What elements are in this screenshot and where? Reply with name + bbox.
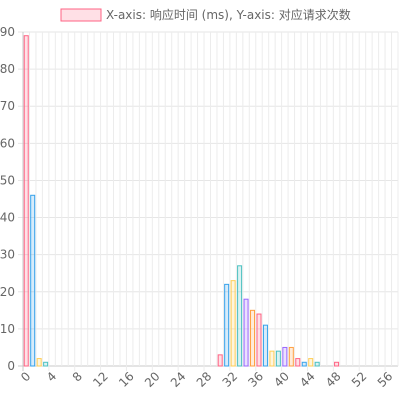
x-tick-label: 36 xyxy=(245,369,266,390)
legend[interactable]: X-axis: 响应时间 (ms), Y-axis: 对应请求次数 xyxy=(60,7,351,22)
bar[interactable] xyxy=(314,361,320,367)
bar[interactable] xyxy=(217,354,223,367)
y-tick-label: 60 xyxy=(0,136,15,150)
bars xyxy=(23,35,340,367)
bar[interactable] xyxy=(36,358,42,367)
x-tick-label: 24 xyxy=(168,369,189,390)
bar[interactable] xyxy=(256,313,262,367)
y-tick-label: 40 xyxy=(0,211,15,225)
bar[interactable] xyxy=(301,361,307,367)
legend-swatch[interactable] xyxy=(60,8,102,22)
bar[interactable] xyxy=(334,361,340,367)
bar[interactable] xyxy=(269,350,275,367)
x-tick-label: 16 xyxy=(116,369,137,390)
bar[interactable] xyxy=(250,309,256,367)
bar[interactable] xyxy=(262,324,268,367)
y-tick-label: 70 xyxy=(0,99,15,113)
bar[interactable] xyxy=(243,298,249,367)
bar[interactable] xyxy=(282,346,288,367)
bar[interactable] xyxy=(288,346,294,367)
bar[interactable] xyxy=(224,283,230,367)
y-tick-label: 20 xyxy=(0,285,15,299)
x-tick-label: 12 xyxy=(90,369,111,390)
x-tick-label: 48 xyxy=(323,369,344,390)
bar[interactable] xyxy=(23,35,29,367)
bar[interactable] xyxy=(295,358,301,367)
x-tick-label: 20 xyxy=(142,369,163,390)
y-tick-label: 90 xyxy=(0,25,15,39)
x-tick-label: 52 xyxy=(349,369,370,390)
y-tick-label: 80 xyxy=(0,62,15,76)
x-tick-label: 44 xyxy=(297,369,318,390)
bar[interactable] xyxy=(237,265,243,367)
y-tick-label: 50 xyxy=(0,173,15,187)
bar[interactable] xyxy=(308,358,314,367)
x-tick-label: 8 xyxy=(70,369,85,384)
x-tick-label: 4 xyxy=(44,369,59,384)
x-tick-label: 32 xyxy=(220,369,241,390)
x-axis-ticks: 0 4 8 12 16 20 24 28 32 36 40 44 48 52 56 xyxy=(18,369,395,390)
y-tick-label: 30 xyxy=(0,248,15,262)
bar[interactable] xyxy=(43,361,49,367)
grid xyxy=(18,31,399,371)
bar[interactable] xyxy=(275,350,281,367)
bar[interactable] xyxy=(30,194,36,367)
y-tick-label: 10 xyxy=(0,322,15,336)
legend-label[interactable]: X-axis: 响应时间 (ms), Y-axis: 对应请求次数 xyxy=(106,7,351,22)
y-tick-label: 0 xyxy=(7,359,15,373)
x-tick-label: 40 xyxy=(271,369,292,390)
x-tick-label: 56 xyxy=(375,369,396,390)
x-tick-label: 0 xyxy=(18,369,33,384)
x-tick-label: 28 xyxy=(194,369,215,390)
y-axis-ticks: 0 10 20 30 40 50 60 70 80 90 xyxy=(0,25,15,373)
bar[interactable] xyxy=(230,280,236,367)
